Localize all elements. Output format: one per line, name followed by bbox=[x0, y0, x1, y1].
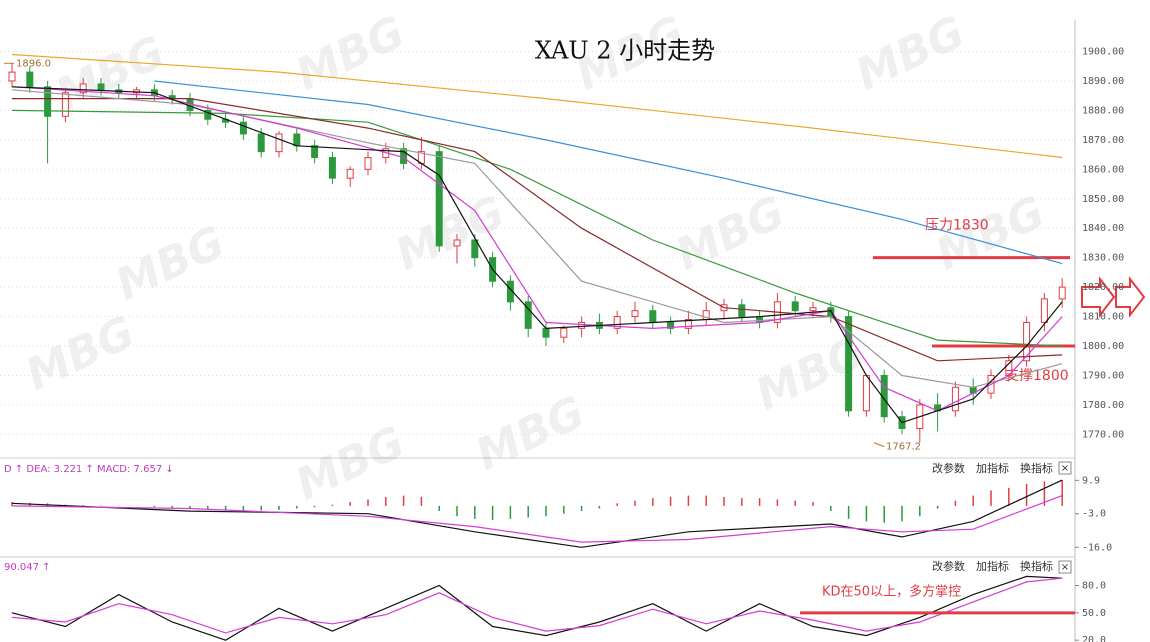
panel-header: D ↑ DEA: 3.221 ↑ MACD: 7.657 ↓ bbox=[4, 464, 174, 475]
level-label: 压力1830 bbox=[925, 218, 989, 234]
chart-title: XAU 2 小时走势 bbox=[535, 37, 715, 65]
y-tick-label: 20.0 bbox=[1082, 635, 1106, 642]
line-series bbox=[11, 575, 1063, 641]
y-tick-label: 1770.00 bbox=[1082, 429, 1124, 440]
menu-item[interactable]: 改参数 bbox=[932, 461, 965, 475]
candle-body bbox=[97, 83, 105, 91]
candle-body bbox=[364, 157, 372, 170]
candle-body bbox=[257, 133, 265, 153]
candle-body bbox=[26, 71, 34, 88]
y-tick-label: 1820.00 bbox=[1082, 282, 1124, 293]
candle-body bbox=[613, 316, 621, 329]
candle-body bbox=[61, 92, 69, 117]
candle-body bbox=[328, 157, 336, 179]
candle-body bbox=[293, 133, 301, 147]
candle-body bbox=[1040, 298, 1048, 323]
candle-body bbox=[435, 151, 443, 247]
y-tick-label: 1780.00 bbox=[1082, 400, 1124, 411]
candle-body bbox=[524, 301, 532, 329]
candle-body bbox=[649, 310, 657, 323]
y-tick-label: -3.0 bbox=[1082, 509, 1106, 520]
menu-item[interactable]: 加指标 bbox=[976, 559, 1009, 573]
candle-body bbox=[453, 239, 461, 247]
line-series bbox=[11, 53, 1063, 159]
menu-item[interactable]: 改参数 bbox=[932, 559, 965, 573]
candle-body bbox=[667, 321, 675, 329]
candle-body bbox=[560, 327, 568, 338]
y-tick-label: 1790.00 bbox=[1082, 370, 1124, 381]
candle-body bbox=[8, 71, 16, 82]
candle-body bbox=[275, 133, 283, 153]
candle-body bbox=[506, 280, 514, 303]
y-tick-label: 1870.00 bbox=[1082, 135, 1124, 146]
y-tick-label: 80.0 bbox=[1082, 581, 1106, 592]
y-tick-label: 1900.00 bbox=[1082, 47, 1124, 58]
candle-body bbox=[311, 145, 319, 159]
candle-body bbox=[631, 310, 639, 318]
y-tick-label: 1880.00 bbox=[1082, 105, 1124, 116]
menu-item[interactable]: 换指标 bbox=[1020, 461, 1053, 475]
line-series bbox=[11, 495, 1063, 543]
annotation: 1896.0 bbox=[16, 58, 51, 69]
line-series bbox=[12, 98, 1063, 362]
arrow bbox=[1115, 276, 1146, 318]
y-tick-label: 1830.00 bbox=[1082, 253, 1124, 264]
line-series bbox=[154, 80, 1063, 265]
candle-body bbox=[791, 301, 799, 312]
y-tick-label: 1890.00 bbox=[1082, 76, 1124, 87]
candle-body bbox=[738, 304, 746, 318]
candle-body bbox=[862, 374, 870, 412]
y-tick-label: 9.9 bbox=[1082, 475, 1100, 486]
candle-body bbox=[44, 86, 52, 117]
candle-body bbox=[684, 319, 692, 329]
level-label: KD在50以上，多方掌控 bbox=[822, 583, 961, 599]
y-tick-label: 50.0 bbox=[1082, 608, 1106, 619]
menu-item[interactable]: 换指标 bbox=[1020, 559, 1053, 573]
candle-body bbox=[239, 121, 247, 135]
candle-body bbox=[951, 386, 959, 412]
y-tick-label: 1810.00 bbox=[1082, 312, 1124, 323]
candle-body bbox=[578, 321, 586, 329]
y-tick-label: 1850.00 bbox=[1082, 194, 1124, 205]
y-tick-label: 1800.00 bbox=[1082, 341, 1124, 352]
annotation: 1767.2 bbox=[886, 442, 921, 453]
line-series bbox=[11, 109, 1063, 347]
y-tick-label: 1860.00 bbox=[1082, 164, 1124, 175]
candle-body bbox=[1058, 286, 1066, 300]
close-icon[interactable]: × bbox=[1061, 562, 1069, 573]
panel-header: 90.047 ↑ bbox=[4, 562, 51, 573]
candle-body bbox=[880, 374, 888, 418]
line-series bbox=[11, 86, 1063, 424]
close-button[interactable] bbox=[1058, 461, 1072, 475]
y-tick-label: -16.0 bbox=[1082, 542, 1112, 553]
menu-item[interactable]: 加指标 bbox=[976, 461, 1009, 475]
line-series bbox=[11, 577, 1063, 634]
candle-body bbox=[471, 239, 479, 259]
candle-body bbox=[542, 327, 550, 338]
arrow bbox=[1081, 276, 1116, 318]
level-label: 支撑1800 bbox=[1005, 368, 1069, 384]
close-button[interactable] bbox=[1058, 560, 1072, 574]
annotation-marker bbox=[873, 442, 885, 448]
candle-body bbox=[845, 316, 853, 412]
candle-body bbox=[346, 168, 354, 179]
y-tick-label: 1840.00 bbox=[1082, 223, 1124, 234]
candle-body bbox=[79, 83, 87, 94]
candle-body bbox=[204, 109, 212, 120]
close-icon[interactable]: × bbox=[1061, 463, 1069, 474]
candle-body bbox=[809, 307, 817, 312]
